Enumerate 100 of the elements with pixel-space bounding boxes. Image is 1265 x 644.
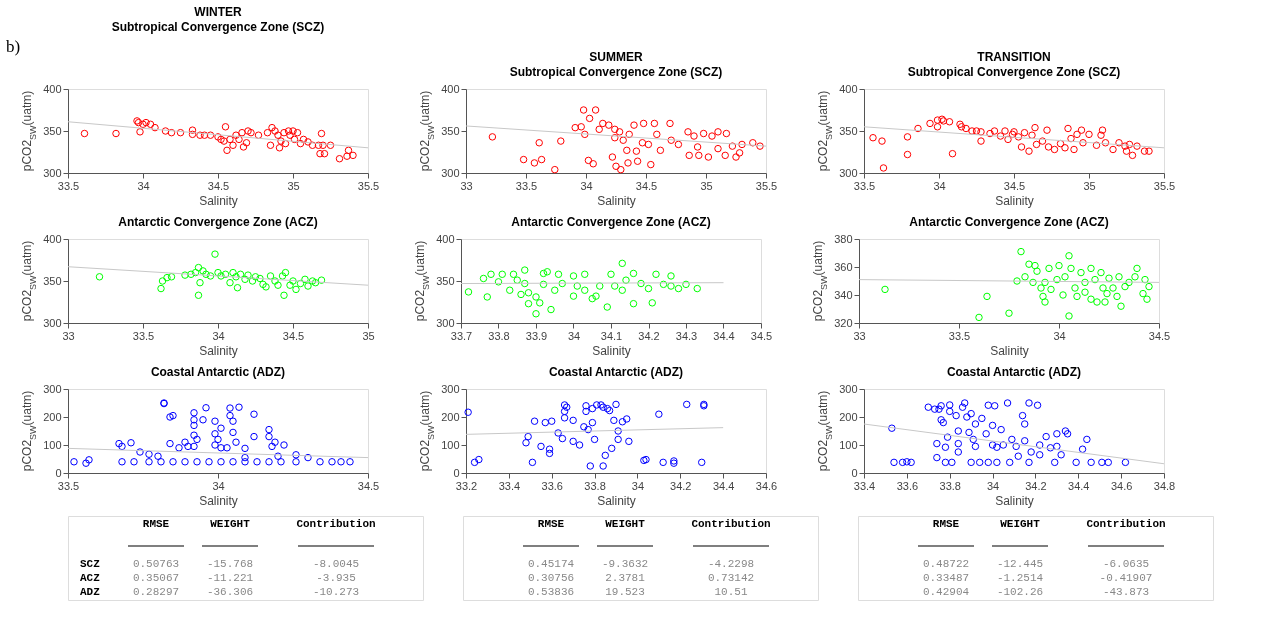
point	[569, 416, 577, 425]
point	[196, 278, 204, 287]
point	[509, 270, 518, 279]
point	[95, 273, 104, 281]
point	[530, 417, 539, 425]
point	[554, 429, 562, 437]
y-tick-label: 300	[43, 316, 62, 329]
point	[524, 299, 533, 308]
point	[522, 439, 530, 447]
category-label: Contribution	[1086, 518, 1166, 530]
point	[650, 119, 659, 128]
point	[292, 285, 300, 294]
point	[615, 128, 624, 136]
y-axis-title: pCO2SW(uatm)	[816, 90, 834, 172]
y-axis-title: pCO2SW(uatm)	[418, 90, 436, 172]
point	[1028, 131, 1036, 139]
point	[268, 123, 276, 132]
text: 0.50763	[132, 558, 180, 570]
y-tick-label: 400	[43, 232, 62, 245]
point	[475, 455, 483, 464]
point	[945, 118, 954, 126]
point	[80, 129, 89, 138]
point	[206, 131, 215, 139]
point	[286, 131, 294, 139]
text: 19.523	[605, 586, 645, 598]
point	[1081, 288, 1089, 296]
category-label: Contribution	[691, 518, 771, 530]
point	[1021, 273, 1029, 281]
point	[582, 407, 590, 416]
point	[682, 400, 691, 409]
x-tick-label: 33.8	[939, 479, 961, 492]
point	[1013, 277, 1021, 285]
x-tick-label: 35.5	[755, 179, 778, 192]
point	[1081, 278, 1089, 287]
y-tick-label: 200	[43, 410, 62, 423]
y-tick-label: 300	[436, 316, 455, 329]
text: -15.768	[206, 558, 254, 570]
point	[674, 140, 683, 149]
x-axis-title: Salinity	[199, 343, 238, 358]
x-tick-label: 33	[853, 329, 866, 342]
point	[667, 136, 675, 144]
point	[659, 280, 668, 289]
point	[1131, 273, 1139, 281]
point	[226, 278, 234, 287]
point	[528, 458, 537, 467]
x-tick-label: 34	[212, 479, 225, 492]
point	[756, 142, 764, 150]
point	[1055, 261, 1063, 270]
point	[176, 128, 185, 137]
point	[1101, 298, 1109, 306]
point	[588, 294, 596, 303]
point	[728, 142, 737, 150]
point	[488, 133, 497, 141]
text: 0.53836	[527, 586, 575, 598]
point	[217, 272, 225, 280]
point	[607, 270, 615, 279]
category-label: WEIGHT	[1000, 518, 1041, 530]
text: 0.33487	[922, 572, 970, 584]
y-tick-label: 100	[43, 438, 62, 451]
point	[914, 124, 922, 133]
x-tick-label: 35.5	[357, 179, 380, 192]
point	[521, 279, 529, 288]
point	[625, 437, 633, 446]
point	[301, 275, 309, 284]
text: -36.306	[206, 586, 254, 598]
point	[975, 313, 983, 322]
point	[1041, 278, 1049, 287]
point	[278, 272, 287, 280]
point	[1145, 147, 1153, 155]
point	[591, 106, 600, 114]
point	[878, 137, 886, 145]
point	[343, 152, 351, 160]
category-label: RMSE	[142, 518, 170, 530]
point	[1087, 264, 1095, 273]
point	[588, 404, 597, 413]
category-label: ADZ	[80, 586, 100, 598]
point	[187, 270, 195, 279]
point	[714, 128, 722, 136]
point	[521, 266, 529, 274]
point	[214, 133, 222, 141]
point	[1105, 274, 1113, 282]
point	[699, 129, 708, 138]
point	[239, 143, 248, 151]
x-tick-label: 33.8	[584, 479, 606, 492]
point	[545, 449, 554, 458]
point	[1121, 142, 1129, 150]
point	[592, 401, 601, 409]
point	[983, 292, 991, 301]
point	[977, 128, 985, 136]
point	[1087, 295, 1095, 303]
point	[1032, 140, 1041, 149]
point	[977, 137, 985, 145]
point	[697, 458, 706, 467]
point	[543, 268, 551, 276]
y-tick-label: 100	[839, 438, 858, 451]
point	[479, 274, 488, 283]
point	[194, 263, 203, 272]
text: -102.26	[996, 586, 1044, 598]
point	[158, 277, 167, 285]
point	[1125, 140, 1134, 149]
